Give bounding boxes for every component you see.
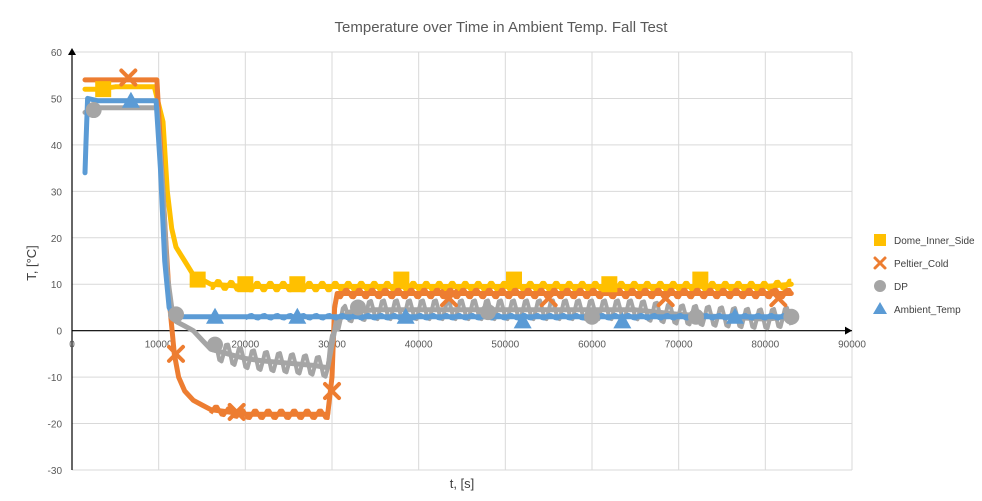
marker-peltier-cold (656, 289, 675, 308)
axis-layer: 0 10000 20000 30000 40000 50000 60000 70000 8000… (48, 48, 866, 477)
marker-ambient-temp (206, 307, 224, 324)
y-tick-label: 50 (51, 94, 63, 105)
marker-peltier-cold (227, 402, 246, 421)
x-marker-stroke (227, 402, 246, 421)
x-marker-stroke (656, 289, 675, 308)
y-tick-label: -20 (48, 420, 63, 431)
x-marker-stroke (539, 289, 558, 308)
marker-dome-inner-side (95, 81, 112, 98)
marker-dp (584, 308, 600, 325)
x-marker-stroke (167, 344, 185, 363)
marker-dome-inner-side (393, 271, 410, 288)
y-axis-arrow (68, 48, 76, 55)
marker-peltier-cold (769, 289, 788, 308)
marker-peltier-cold (440, 289, 458, 308)
x-tick-label: 0 (69, 340, 75, 351)
legend-label: DP (894, 282, 908, 293)
grid-layer (71, 51, 853, 471)
x-marker-stroke (873, 256, 887, 270)
y-tick-label: -30 (48, 466, 63, 477)
x-marker-stroke (323, 382, 341, 401)
y-tick-label: 10 (51, 280, 63, 291)
y-tick-label: 20 (51, 234, 63, 245)
x-tick-label: 40000 (405, 340, 433, 351)
y-tick-label: -10 (48, 373, 63, 384)
series-ripple-peltier-cold (209, 287, 794, 420)
marker-dp (688, 308, 704, 325)
marker-dome-inner-side (506, 271, 522, 288)
x-marker-stroke (119, 68, 138, 87)
y-tick-label: 0 (56, 327, 62, 338)
legend-item-peltier-cold: Peltier_Cold (873, 256, 948, 270)
legend-item-ambient-temp: Ambient_Temp (873, 302, 961, 316)
x-tick-label: 10000 (145, 340, 173, 351)
marker-dp (85, 102, 102, 119)
marker-peltier-cold (539, 289, 558, 308)
marker-dome-inner-side (189, 271, 206, 288)
x-tick-label: 20000 (231, 340, 259, 351)
marker-ambient-temp (288, 307, 307, 324)
legend-item-dome-inner-side: Dome_Inner_Side (874, 234, 975, 247)
marker-dome-inner-side (692, 271, 709, 288)
series-ripple-dp (208, 298, 794, 379)
legend-marker (874, 280, 886, 292)
series-layer (82, 77, 794, 420)
x-tick-label: 80000 (751, 340, 779, 351)
legend-label: Peltier_Cold (894, 259, 948, 270)
chart-title: Temperature over Time in Ambient Temp. F… (335, 19, 669, 36)
marker-ambient-temp (396, 307, 415, 324)
y-tick-label: 30 (51, 187, 63, 198)
y-tick-label: 60 (51, 48, 63, 59)
legend-item-dp: DP (874, 280, 908, 293)
marker-layer (85, 68, 800, 421)
series-line-peltier-cold (82, 77, 794, 417)
series-line-dome-inner-side (82, 84, 794, 289)
x-tick-label: 50000 (491, 340, 519, 351)
x-marker-stroke (440, 289, 458, 308)
marker-peltier-cold (167, 344, 185, 363)
marker-dome-inner-side (237, 276, 254, 293)
legend-marker (873, 302, 887, 314)
marker-dp (480, 304, 496, 321)
marker-ambient-temp (613, 312, 632, 329)
marker-dp (168, 306, 184, 323)
marker-ambient-temp (726, 307, 744, 324)
marker-peltier-cold (323, 382, 341, 401)
marker-peltier-cold (119, 68, 138, 87)
marker-ambient-temp (513, 312, 532, 329)
y-tick-label: 40 (51, 141, 63, 152)
marker-dp (783, 308, 800, 325)
legend-marker (873, 256, 887, 270)
x-tick-label: 60000 (578, 340, 606, 351)
marker-dp (350, 299, 366, 316)
marker-dome-inner-side (601, 276, 618, 293)
marker-ambient-temp (121, 91, 140, 108)
y-axis-title: T, [°C] (24, 245, 39, 281)
legend-marker (874, 234, 886, 246)
marker-dome-inner-side (289, 276, 306, 293)
legend-label: Ambient_Temp (894, 305, 961, 316)
legend-layer: Dome_Inner_Side Peltier_Cold DP Ambient_Tem… (873, 234, 975, 316)
x-tick-label: 90000 (838, 340, 866, 351)
x-tick-label: 70000 (665, 340, 693, 351)
x-axis-title: t, [s] (450, 476, 475, 491)
legend-label: Dome_Inner_Side (894, 236, 975, 247)
marker-dp (207, 336, 223, 353)
x-axis-arrow (845, 326, 852, 335)
x-marker-stroke (769, 289, 788, 308)
